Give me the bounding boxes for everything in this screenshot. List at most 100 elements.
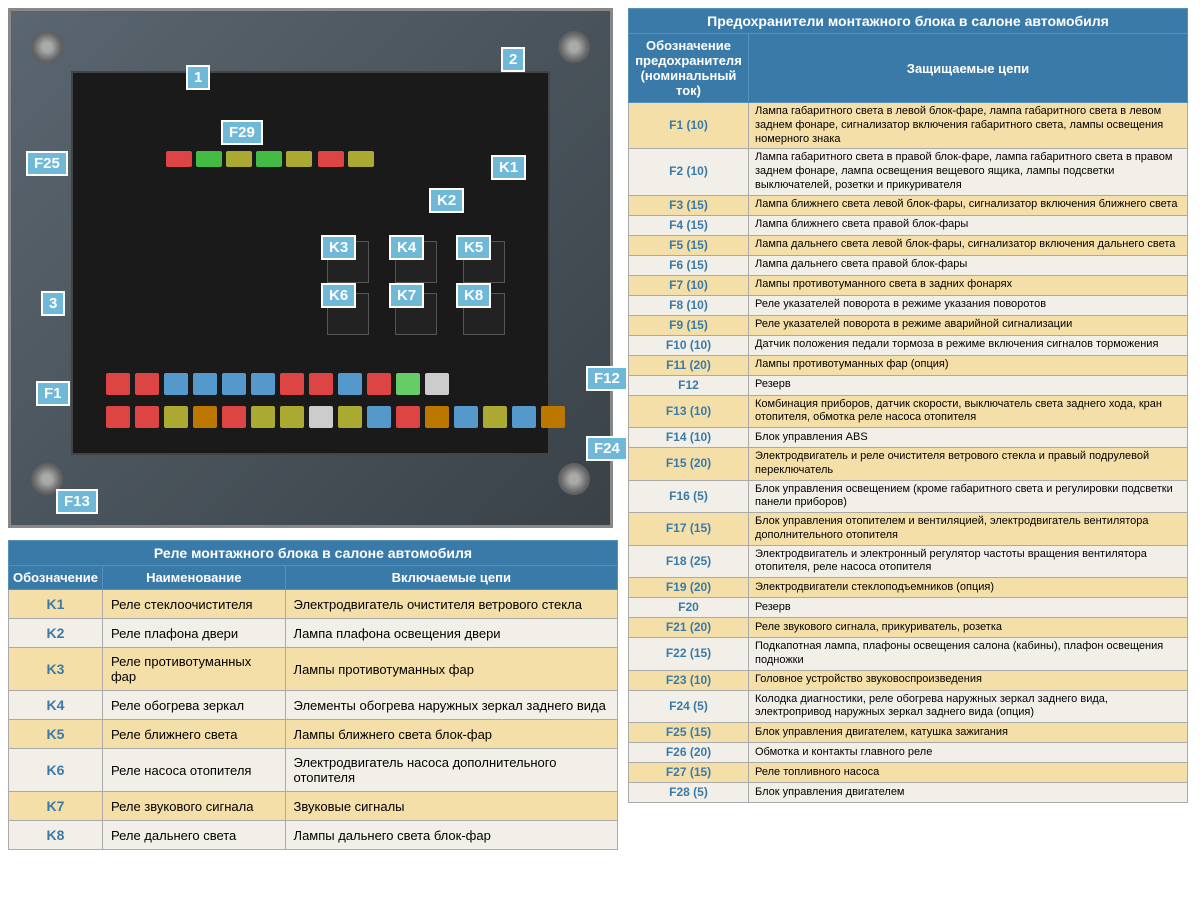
fuse-code: F6 (15) (629, 255, 749, 275)
fusebox-label-K2: K2 (429, 188, 464, 213)
relay-code: K6 (9, 749, 103, 792)
relay-name: Реле противотуманных фар (102, 648, 285, 691)
fuse-circuit: Лампа габаритного света в левой блок-фар… (749, 103, 1188, 149)
relay-name: Реле плафона двери (102, 619, 285, 648)
fuse-top-3 (256, 151, 282, 167)
fuse-row: F13 (10)Комбинация приборов, датчик скор… (629, 395, 1188, 428)
fuse-row: F21 (20)Реле звукового сигнала, прикурив… (629, 618, 1188, 638)
fuse-circuit: Лампа ближнего света левой блок-фары, си… (749, 195, 1188, 215)
fuse-circuit: Лампа дальнего света правой блок-фары (749, 255, 1188, 275)
fuse-row0-1 (135, 373, 159, 395)
fuse-row: F24 (5)Колодка диагностики, реле обогрев… (629, 690, 1188, 723)
fuse-row: F28 (5)Блок управления двигателем (629, 783, 1188, 803)
relay-row: K7Реле звукового сигналаЗвуковые сигналы (9, 792, 618, 821)
fusebox-label-F1: F1 (36, 381, 70, 406)
fuse-circuit: Реле указателей поворота в режиме указан… (749, 295, 1188, 315)
fuse-row1-1 (135, 406, 159, 428)
fuse-row1-6 (280, 406, 304, 428)
fuse-top-2 (226, 151, 252, 167)
fuse-top-1 (196, 151, 222, 167)
fuse-circuit: Электродвигатель и электронный регулятор… (749, 545, 1188, 578)
fuse-row1-13 (483, 406, 507, 428)
fusebox-label-F29: F29 (221, 120, 263, 145)
fuse-code: F17 (15) (629, 513, 749, 546)
relay-circuit: Звуковые сигналы (285, 792, 617, 821)
relay-circuit: Элементы обогрева наружных зеркал заднег… (285, 691, 617, 720)
fuse-row1-4 (222, 406, 246, 428)
fuse-row: F7 (10)Лампы противотуманного света в за… (629, 275, 1188, 295)
fuse-row: F27 (15)Реле топливного насоса (629, 763, 1188, 783)
fuse-row0-3 (193, 373, 217, 395)
fusebox-label-K1: K1 (491, 155, 526, 180)
fuse-circuit: Реле топливного насоса (749, 763, 1188, 783)
fuse-circuit: Блок управления двигателем (749, 783, 1188, 803)
fuse-row0-9 (367, 373, 391, 395)
fuse-row0-7 (309, 373, 333, 395)
relay-name: Реле обогрева зеркал (102, 691, 285, 720)
fuse-row: F25 (15)Блок управления двигателем, кату… (629, 723, 1188, 743)
fuse-code: F26 (20) (629, 743, 749, 763)
fuse-row: F8 (10)Реле указателей поворота в режиме… (629, 295, 1188, 315)
fuse-code: F3 (15) (629, 195, 749, 215)
relay-code: K4 (9, 691, 103, 720)
relay-circuit: Лампа плафона освещения двери (285, 619, 617, 648)
fuse-circuit: Лампы противотуманного света в задних фо… (749, 275, 1188, 295)
relay-code: K5 (9, 720, 103, 749)
fuse-circuit: Обмотка и контакты главного реле (749, 743, 1188, 763)
fuse-circuit: Реле звукового сигнала, прикуриватель, р… (749, 618, 1188, 638)
fuse-code: F18 (25) (629, 545, 749, 578)
fuse-code: F5 (15) (629, 235, 749, 255)
fuse-row0-4 (222, 373, 246, 395)
fusebox-label-F25: F25 (26, 151, 68, 176)
fuse-row1-14 (512, 406, 536, 428)
fuse-circuit: Реле указателей поворота в режиме аварий… (749, 315, 1188, 335)
fuse-row: F22 (15)Подкапотная лампа, плафоны освещ… (629, 638, 1188, 671)
fusebox-label-F13: F13 (56, 489, 98, 514)
fuse-row: F26 (20)Обмотка и контакты главного реле (629, 743, 1188, 763)
fuse-code: F8 (10) (629, 295, 749, 315)
fusebox-label-2: 2 (501, 47, 525, 72)
fusebox-label-K4: K4 (389, 235, 424, 260)
fuse-row1-5 (251, 406, 275, 428)
fuse-code: F19 (20) (629, 578, 749, 598)
fusebox-label-K6: K6 (321, 283, 356, 308)
fuse-circuit: Блок управления освещением (кроме габари… (749, 480, 1188, 513)
fuse-top-0 (166, 151, 192, 167)
fuse-circuit: Лампы противотуманных фар (опция) (749, 355, 1188, 375)
relay-code: K3 (9, 648, 103, 691)
fuse-code: F21 (20) (629, 618, 749, 638)
fuse-row1-2 (164, 406, 188, 428)
fuse-code: F10 (10) (629, 335, 749, 355)
relay-circuit: Лампы противотуманных фар (285, 648, 617, 691)
fuse-row1-0 (106, 406, 130, 428)
fuse-circuit: Датчик положения педали тормоза в режиме… (749, 335, 1188, 355)
fuse-code: F25 (15) (629, 723, 749, 743)
fuse-circuit: Блок управления ABS (749, 428, 1188, 448)
fusebox-label-K8: K8 (456, 283, 491, 308)
relay-circuit: Лампы дальнего света блок-фар (285, 821, 617, 850)
relay-name: Реле ближнего света (102, 720, 285, 749)
fuse-row1-15 (541, 406, 565, 428)
fuse-row: F14 (10)Блок управления ABS (629, 428, 1188, 448)
relay-circuit: Электродвигатель очистителя ветрового ст… (285, 590, 617, 619)
relay-name: Реле звукового сигнала (102, 792, 285, 821)
fuse-table: Предохранители монтажного блока в салоне… (628, 8, 1188, 803)
fuse-circuit: Резерв (749, 375, 1188, 395)
relay-row: K1Реле стеклоочистителяЭлектродвигатель … (9, 590, 618, 619)
fuse-row1-3 (193, 406, 217, 428)
fuse-row0-11 (425, 373, 449, 395)
relay-row: K2Реле плафона двериЛампа плафона освеще… (9, 619, 618, 648)
fuse-row0-10 (396, 373, 420, 395)
fuse-code: F13 (10) (629, 395, 749, 428)
relay-row: K6Реле насоса отопителяЭлектродвигатель … (9, 749, 618, 792)
fuse-row: F1 (10)Лампа габаритного света в левой б… (629, 103, 1188, 149)
fuse-row0-0 (106, 373, 130, 395)
fuse-circuit: Подкапотная лампа, плафоны освещения сал… (749, 638, 1188, 671)
fuse-top-5 (318, 151, 344, 167)
fuse-code: F16 (5) (629, 480, 749, 513)
fuse-code: F28 (5) (629, 783, 749, 803)
fuse-row0-2 (164, 373, 188, 395)
fuse-row: F5 (15)Лампа дальнего света левой блок-ф… (629, 235, 1188, 255)
fuse-circuit: Головное устройство звуковоспроизведения (749, 670, 1188, 690)
fuse-circuit: Блок управления отопителем и вентиляцией… (749, 513, 1188, 546)
